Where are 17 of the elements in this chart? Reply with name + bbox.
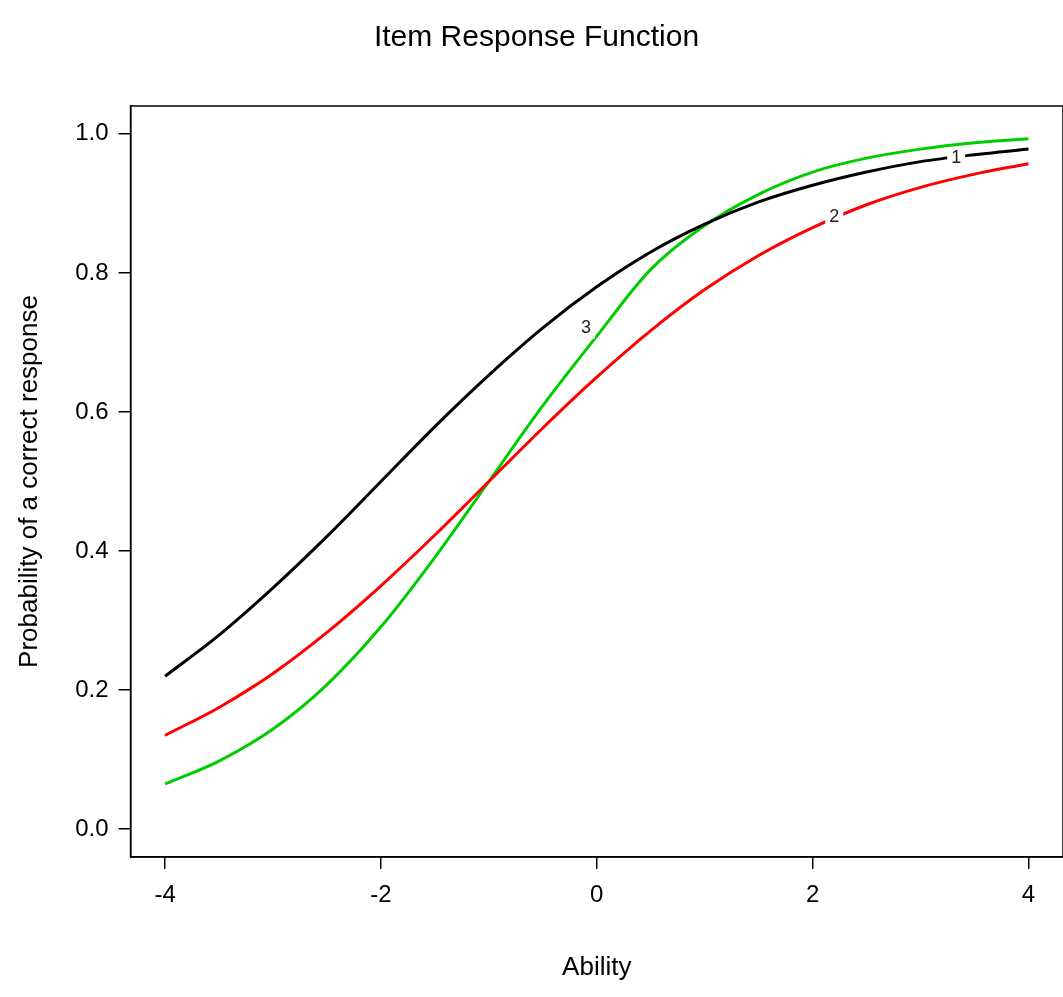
y-tick-label: 0.0	[75, 813, 109, 841]
annotation: 1	[951, 147, 962, 168]
x-tick-label: -4	[154, 880, 176, 908]
y-tick-label: 0.4	[75, 535, 109, 563]
x-tick-label: 4	[1021, 880, 1036, 908]
x-axis-title: Ability	[562, 950, 632, 981]
x-tick-label: -2	[370, 880, 392, 908]
y-tick-label: 0.2	[75, 674, 109, 702]
chart-title: Item Response Function	[373, 19, 700, 53]
annotation: 2	[829, 206, 840, 227]
annotation: 3	[580, 317, 591, 338]
y-tick-label: 0.8	[75, 257, 109, 285]
y-tick-label: 0.6	[75, 396, 109, 424]
x-tick-label: 0	[590, 880, 604, 908]
y-axis-title: Probability of a correct response	[12, 295, 43, 668]
y-tick-label: 1.0	[75, 118, 109, 146]
x-tick-label: 2	[805, 880, 820, 908]
